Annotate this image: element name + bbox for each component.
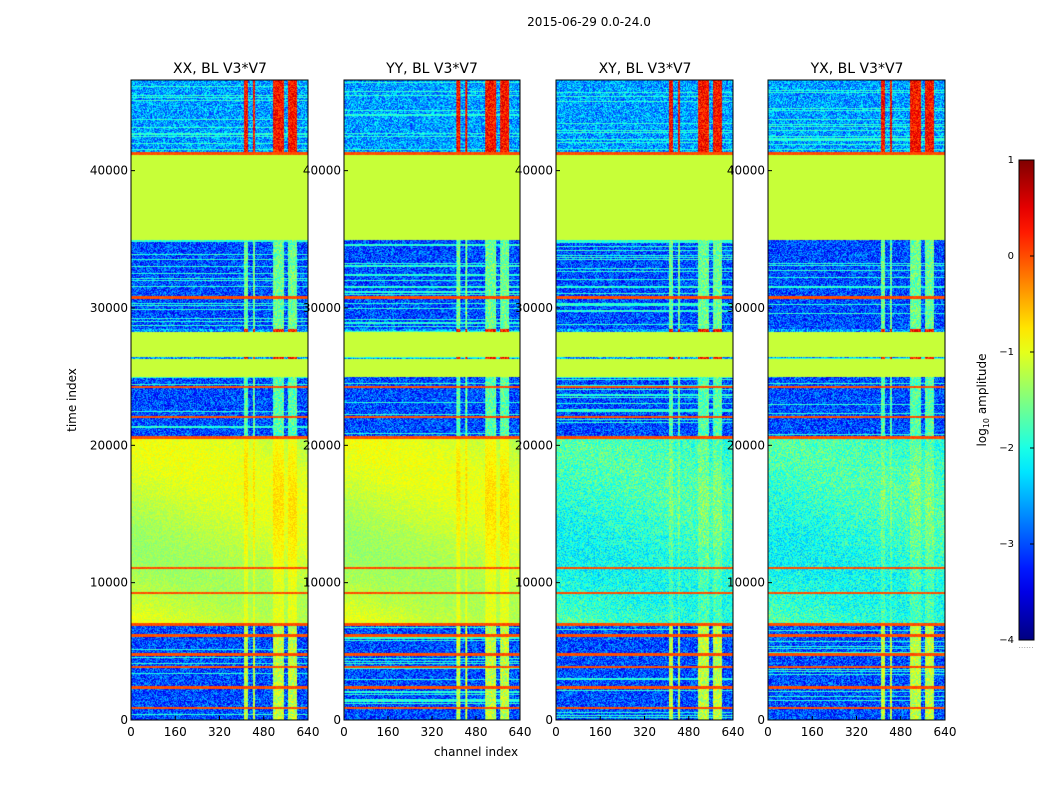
colorbar-underflow-mark: ...... [1018,641,1033,650]
x-tick-label: 640 [722,725,745,739]
y-tick-label: 40000 [303,164,341,178]
x-tick-label: 480 [465,725,488,739]
heatmap-yx [768,80,945,720]
figure-title: 2015-06-29 0.0-24.0 [527,15,651,29]
ticks-yy: 0 160 320 480 640 0 10000 20000 30000 40000 [303,164,532,739]
colorbar-ticks: 1 0 −1 −2 −3 −4 [999,155,1034,646]
colorbar-tick-label: −3 [999,539,1014,550]
x-tick-label: 320 [633,725,656,739]
x-tick-label: 0 [340,725,348,739]
colorbar-frame [1018,159,1035,641]
y-axis-label: time index [65,368,79,432]
panel-title-xy: XY, BL V3*V7 [599,61,692,77]
y-tick-label: 30000 [90,301,128,315]
y-tick-label: 10000 [90,576,128,590]
colorbar-gradient [1019,160,1034,640]
heatmap-xy [556,80,733,720]
x-tick-label: 0 [127,725,135,739]
y-tick-label: 40000 [515,164,553,178]
y-tick-label: 10000 [515,576,553,590]
colorbar-tick-label: −4 [999,635,1014,646]
x-tick-label: 160 [801,725,824,739]
y-tick-label: 30000 [727,301,765,315]
x-tick-label: 320 [845,725,868,739]
panel-yx: YX, BL V3*V7 0 160 320 480 640 0 10000 20000 300… [727,61,957,739]
panel-xy: XY, BL V3*V7 0 160 320 480 640 0 10000 20000 300… [515,61,745,739]
x-tick-label: 160 [589,725,612,739]
y-tick-label: 40000 [90,164,128,178]
x-tick-label: 640 [934,725,957,739]
panel-title-xx: XX, BL V3*V7 [173,61,267,77]
panel-yy: YY, BL V3*V7 0 160 320 480 640 0 10000 20000 300… [303,61,532,739]
y-tick-label: 20000 [90,438,128,452]
x-tick-label: 0 [764,725,772,739]
ticks-xy: 0 160 320 480 640 0 10000 20000 30000 40000 [515,164,745,739]
x-axis-label: channel index [434,745,518,759]
ticks-xx: 0 160 320 480 640 0 10000 20000 30000 40000 [90,164,320,739]
y-tick-label: 10000 [303,576,341,590]
panel-title-yx: YX, BL V3*V7 [810,61,904,77]
x-tick-label: 640 [297,725,320,739]
heatmap-xx [131,80,308,720]
colorbar-tick-label: −1 [999,347,1014,358]
colorbar-tick-label: −2 [999,443,1014,454]
x-tick-label: 480 [677,725,700,739]
y-tick-label: 0 [120,713,128,727]
x-tick-label: 480 [889,725,912,739]
x-tick-label: 160 [377,725,400,739]
y-tick-label: 20000 [303,438,341,452]
ticks-yx: 0 160 320 480 640 0 10000 20000 30000 40000 [727,164,957,739]
y-tick-label: 40000 [727,164,765,178]
colorbar-tick-label: 0 [1008,251,1014,262]
colorbar-label: log10 amplitude [975,354,991,447]
y-tick-label: 0 [545,713,553,727]
x-tick-label: 640 [509,725,532,739]
y-tick-label: 20000 [515,438,553,452]
panel-title-yy: YY, BL V3*V7 [385,61,478,77]
y-tick-label: 0 [333,713,341,727]
y-tick-label: 10000 [727,576,765,590]
x-tick-label: 320 [208,725,231,739]
panel-xx: XX, BL V3*V7 0 160 320 480 640 0 10000 20000 300… [90,61,320,739]
x-tick-label: 0 [552,725,560,739]
x-tick-label: 160 [164,725,187,739]
y-tick-label: 20000 [727,438,765,452]
colorbar-tick-label: 1 [1008,155,1014,166]
x-tick-label: 480 [252,725,275,739]
x-tick-label: 320 [421,725,444,739]
y-tick-label: 30000 [303,301,341,315]
y-tick-label: 0 [757,713,765,727]
y-tick-label: 30000 [515,301,553,315]
colorbar: 1 0 −1 −2 −3 −4 ...... log10 amplitude [975,155,1035,650]
heatmap-yy [344,80,520,720]
